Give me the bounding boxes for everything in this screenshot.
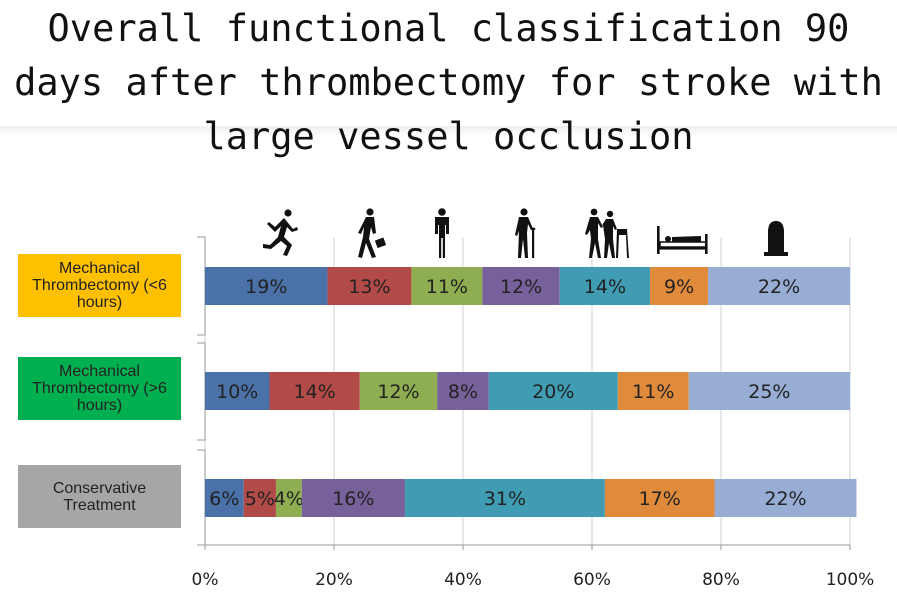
data-label-0-6: 22%: [758, 276, 800, 298]
bar-segment-2-0: [205, 479, 244, 517]
bar-segment-1-5: [617, 372, 689, 410]
walking-with-briefcase-icon: [358, 208, 387, 258]
standing-person-icon: [435, 208, 449, 258]
data-label-0-1: 13%: [348, 276, 390, 298]
data-label-2-0: 6%: [209, 488, 239, 510]
data-label-1-0: 10%: [216, 381, 258, 403]
bar-segment-2-2: [275, 479, 302, 517]
data-label-1-4: 20%: [532, 381, 574, 403]
data-label-1-1: 14%: [294, 381, 336, 403]
data-label-1-3: 8%: [448, 381, 478, 403]
bar-segment-1-2: [359, 372, 438, 410]
bar-segment-1-4: [488, 372, 618, 410]
data-label-2-6: 22%: [764, 488, 806, 510]
x-tick-label-4: 80%: [702, 570, 740, 590]
bar-segment-2-6: [714, 479, 857, 517]
data-label-2-3: 16%: [332, 488, 374, 510]
data-label-0-3: 12%: [500, 276, 542, 298]
x-tick-label-1: 20%: [315, 570, 353, 590]
data-label-0-2: 11%: [426, 276, 468, 298]
category-axis-bracket-1: [197, 342, 206, 441]
bar-segment-0-3: [482, 267, 560, 305]
bar-segment-2-3: [301, 479, 405, 517]
bar-segment-0-2: [411, 267, 483, 305]
data-label-0-4: 14%: [584, 276, 626, 298]
bar-segment-1-3: [437, 372, 489, 410]
x-tick-label-5: 100%: [826, 570, 875, 590]
bar-segment-0-4: [559, 267, 651, 305]
category-label-0: Mechanical Thrombectomy (<6 hours): [18, 254, 181, 317]
person-assisted-walker-icon: [585, 208, 629, 258]
data-label-2-1: 5%: [245, 488, 275, 510]
bar-segment-1-1: [269, 372, 360, 410]
data-label-0-5: 9%: [664, 276, 694, 298]
category-label-2: Conservative Treatment: [18, 465, 181, 528]
x-tick-label-2: 40%: [444, 570, 482, 590]
data-label-0-0: 19%: [245, 276, 287, 298]
x-tick-label-3: 60%: [573, 570, 611, 590]
data-label-1-5: 11%: [632, 381, 674, 403]
category-axis-bracket-0: [197, 236, 206, 336]
x-tick-label-0: 0%: [192, 570, 219, 590]
bar-segment-1-0: [205, 372, 270, 410]
bar-segment-0-6: [708, 267, 850, 305]
bar-segment-0-0: [205, 267, 328, 305]
bar-segment-0-5: [650, 267, 709, 305]
person-with-cane-icon: [515, 208, 536, 258]
running-person-icon: [263, 209, 298, 256]
data-label-1-2: 12%: [377, 381, 419, 403]
category-label-1: Mechanical Thrombectomy (>6 hours): [18, 357, 181, 420]
title-shadow: [0, 126, 897, 136]
category-axis-bracket-2: [197, 449, 206, 546]
tombstone-icon: [764, 221, 788, 256]
bar-segment-2-4: [404, 479, 605, 517]
data-label-2-4: 31%: [484, 488, 526, 510]
person-in-bed-icon: [657, 226, 708, 254]
bar-segment-2-1: [243, 479, 276, 517]
data-label-2-2: 4%: [274, 488, 304, 510]
chart-title: Overall functional classification 90 day…: [14, 7, 883, 158]
bar-segment-0-1: [327, 267, 412, 305]
bar-segment-2-5: [604, 479, 715, 517]
data-label-1-6: 25%: [748, 381, 790, 403]
bar-segment-1-6: [688, 372, 850, 410]
data-label-2-5: 17%: [639, 488, 681, 510]
